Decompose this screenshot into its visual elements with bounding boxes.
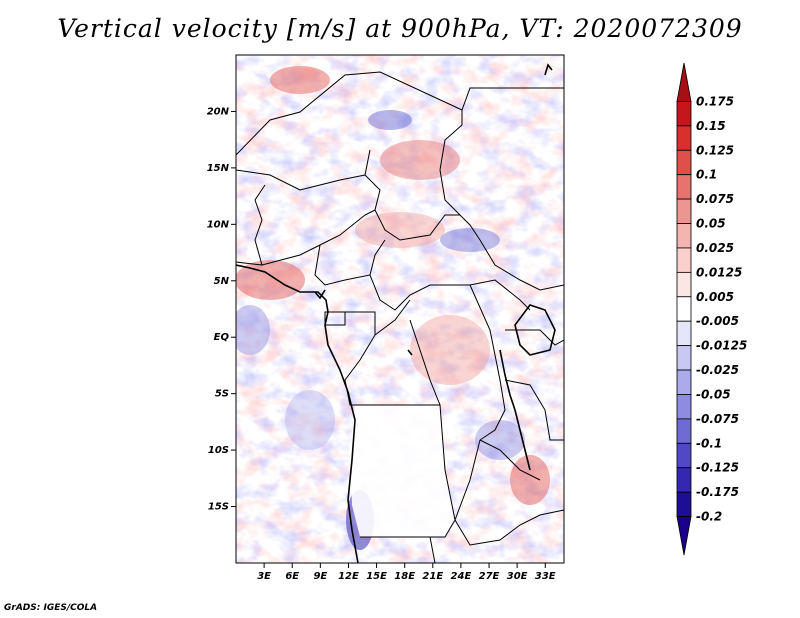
lat-tick-label: 20N	[207, 106, 230, 117]
lon-tick-label: 18E	[394, 571, 415, 582]
lon-tick-label: 3E	[257, 571, 271, 582]
colorbar-swatch	[676, 247, 692, 273]
colorbar-swatch	[676, 418, 692, 444]
map-title: Vertical velocity [m/s] at 900hPa, VT: 2…	[57, 14, 743, 43]
colorbar-label: -0.125	[696, 461, 739, 475]
lat-tick-label: 5S	[215, 389, 229, 400]
colorbar-swatch	[676, 271, 692, 298]
lon-tick-label: 24E	[451, 571, 472, 582]
colorbar-label: -0.05	[696, 387, 731, 401]
colorbar-label: -0.1	[696, 436, 722, 450]
lon-tick-label: 27E	[479, 571, 500, 582]
colorbar-label: 0.075	[696, 192, 734, 206]
coastlines-and-lakes	[236, 63, 556, 563]
colorbar-label: -0.025	[696, 363, 739, 377]
colorbar-swatch	[676, 320, 692, 347]
lon-tick-label: 21E	[422, 571, 443, 582]
colorbar-swatch	[676, 149, 692, 176]
lon-tick-label: 30E	[507, 571, 528, 582]
lat-tick-label: 15S	[208, 502, 229, 513]
colorbar-label: 0.15	[696, 119, 726, 133]
lat-tick-label: 5N	[214, 276, 230, 287]
colorbar-label: 0.1	[696, 168, 717, 182]
colorbar: 0.175 0.15 0.125 0.1 0.075 0.05 0.025 0.0125 0.0…	[676, 62, 747, 556]
colorbar-label: 0.175	[696, 94, 734, 108]
lat-tick-label: 10N	[207, 219, 230, 230]
country-borders	[236, 71, 564, 563]
colorbar-label: 0.005	[696, 290, 734, 304]
colorbar-swatch	[676, 442, 692, 469]
colorbar-swatch	[676, 62, 692, 102]
colorbar-swatch	[676, 101, 692, 127]
colorbar-swatch	[676, 369, 692, 395]
lon-tick-label: 9E	[313, 571, 327, 582]
colorbar-swatch	[676, 174, 692, 200]
longitude-axis: 3E 6E 9E 12E 15E 18E 21E 24E 27E 30E 33E	[257, 563, 556, 582]
colorbar-swatch	[676, 125, 692, 151]
map-frame	[235, 54, 565, 564]
lat-tick-label: 15N	[207, 163, 230, 174]
colorbar-label: -0.2	[696, 510, 722, 524]
lon-tick-label: 12E	[338, 571, 359, 582]
colorbar-label: 0.025	[696, 241, 734, 255]
latitude-axis: 20N 15N 10N 5N EQ 5S 10S 15S	[207, 106, 236, 513]
lon-tick-label: 6E	[285, 571, 299, 582]
colorbar-swatch	[676, 516, 692, 556]
colorbar-label: -0.0125	[696, 339, 747, 353]
colorbar-swatch	[676, 467, 692, 493]
colorbar-label: -0.075	[696, 412, 739, 426]
colorbar-swatch	[676, 345, 692, 371]
colorbar-label: -0.175	[696, 485, 739, 499]
lat-tick-label: EQ	[214, 332, 230, 343]
lat-tick-label: 10S	[208, 445, 229, 456]
map-panel	[235, 54, 565, 564]
grads-credit: GrADS: IGES/COLA	[4, 603, 98, 613]
colorbar-swatch	[676, 198, 692, 224]
masked-region	[350, 405, 455, 537]
colorbar-label: 0.05	[696, 217, 726, 231]
colorbar-swatch	[676, 296, 692, 322]
colorbar-swatch	[676, 223, 692, 249]
colorbar-label: 0.0125	[696, 265, 742, 279]
colorbar-swatch	[676, 491, 692, 517]
lon-tick-label: 15E	[366, 571, 387, 582]
colorbar-swatch	[676, 394, 692, 420]
lon-tick-label: 33E	[535, 571, 556, 582]
colorbar-label: -0.005	[696, 314, 739, 328]
colorbar-label: 0.125	[696, 143, 734, 157]
